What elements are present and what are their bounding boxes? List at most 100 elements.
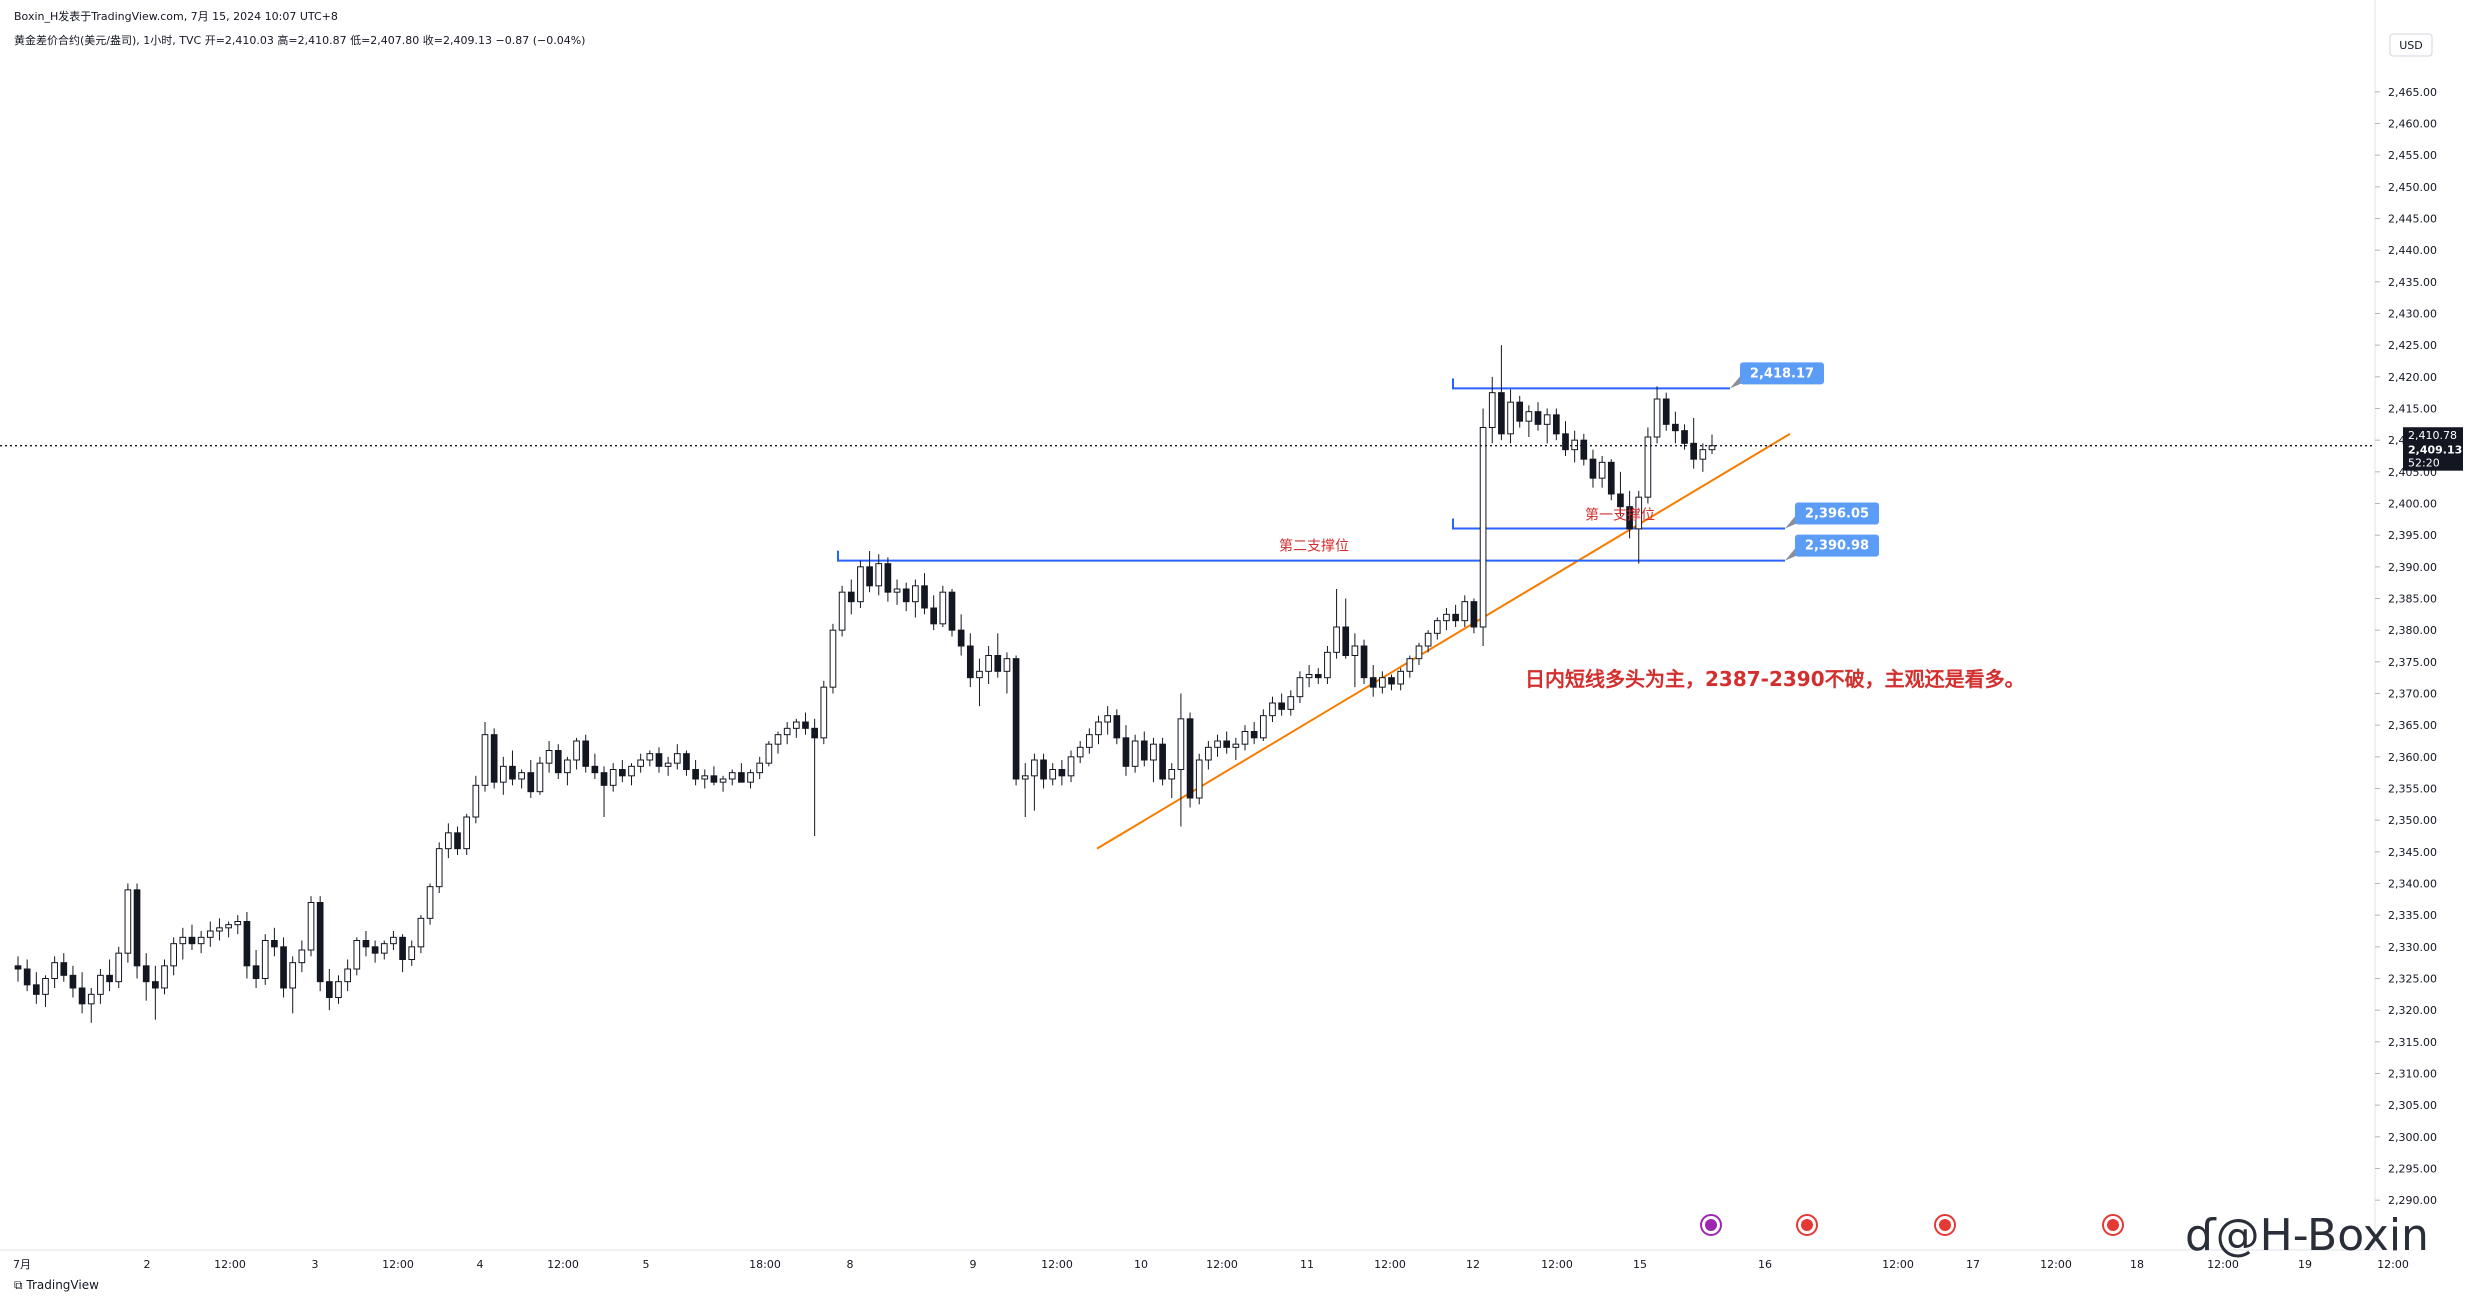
candle <box>280 937 287 998</box>
candle-body <box>902 588 910 603</box>
candle <box>518 769 525 789</box>
event-icon-core <box>1705 1219 1717 1231</box>
candle-body <box>23 968 31 986</box>
watermark-text: @H-Boxin <box>2215 1210 2429 1261</box>
candle-body <box>371 946 379 954</box>
price-tick-label: 2,300.00 <box>2388 1131 2437 1144</box>
candle <box>683 750 690 776</box>
us-flag-event-icon[interactable] <box>1934 1214 1956 1236</box>
candle <box>152 965 159 1020</box>
us-flag-event-icon[interactable] <box>2102 1214 2124 1236</box>
time-tick-label: 12:00 <box>1541 1258 1573 1271</box>
candle-body <box>536 762 544 793</box>
candle <box>957 614 965 656</box>
candle-body <box>1681 430 1688 444</box>
candle <box>197 931 205 954</box>
time-tick-label: 11 <box>1300 1258 1314 1271</box>
candle-body <box>1333 626 1340 653</box>
candle <box>161 959 168 995</box>
candle <box>884 557 892 602</box>
candle-body <box>1351 645 1359 656</box>
candle-body <box>664 762 672 767</box>
candle <box>994 633 1002 678</box>
candle-body <box>838 591 846 631</box>
candle <box>362 931 370 957</box>
candle <box>600 766 608 817</box>
candle-body <box>1662 398 1670 425</box>
tradingview-logo[interactable]: ⧉ TradingView <box>14 1278 99 1293</box>
candle-body <box>1443 613 1450 622</box>
candle-body <box>930 607 938 625</box>
candle <box>756 756 764 779</box>
candle-body <box>1040 759 1047 780</box>
price-tick-label: 2,345.00 <box>2388 846 2437 859</box>
candle-body <box>1214 740 1221 748</box>
candle-body <box>463 816 471 850</box>
candle <box>628 763 635 786</box>
candle <box>1095 715 1102 745</box>
time-tick-label: 12:00 <box>1374 1258 1406 1271</box>
price-axis[interactable]: USD 2,465.00 2,460.00 2,455.00 2,450.00 2,445… <box>2374 0 2463 1250</box>
candle <box>1278 693 1285 716</box>
candle <box>1021 763 1029 817</box>
price-tick-label: 2,330.00 <box>2388 941 2437 954</box>
price-tick-label: 2,400.00 <box>2388 498 2437 511</box>
candle <box>1287 690 1295 716</box>
candle-body <box>1571 439 1578 451</box>
candle <box>490 728 498 789</box>
candle <box>866 551 873 593</box>
time-axis[interactable]: 7月 2 12:00 3 12:00 4 12:00 5 18:00 8 9 12:00 10 12:00… <box>0 1214 2409 1271</box>
candle-body <box>792 721 800 729</box>
lightning-event-icon[interactable] <box>1700 1214 1722 1236</box>
candle <box>921 573 928 615</box>
candle <box>1296 671 1304 703</box>
candle <box>1507 389 1514 444</box>
price-tick-label: 2,415.00 <box>2388 403 2437 416</box>
candle <box>133 883 141 979</box>
countdown-label: 52:20 <box>2408 457 2440 470</box>
candle <box>499 756 507 795</box>
candle-body <box>1223 740 1231 748</box>
candle <box>783 722 791 745</box>
time-tick-label: 12:00 <box>1041 1258 1073 1271</box>
candle <box>1379 671 1386 694</box>
candle <box>573 737 580 770</box>
candle <box>1086 728 1093 754</box>
candle-body <box>912 585 919 603</box>
time-tick-label: 8 <box>847 1258 854 1271</box>
current-price-label: 2,409.13 <box>2408 444 2462 457</box>
candle-body <box>1516 401 1524 422</box>
candle-body <box>985 655 992 672</box>
candle-body <box>765 743 773 764</box>
candle <box>463 813 471 855</box>
candle-body <box>1095 721 1102 736</box>
candle-body <box>115 952 123 983</box>
candle-body <box>380 943 388 954</box>
candle-body <box>490 734 498 783</box>
event-icon-core <box>1939 1219 1951 1231</box>
us-flag-event-icon[interactable] <box>1796 1214 1818 1236</box>
candle-body <box>51 962 58 980</box>
candle-body <box>78 987 86 1005</box>
candle-body <box>69 974 77 989</box>
price-tick-label: 2,455.00 <box>2388 149 2437 162</box>
price-tick-label: 2,370.00 <box>2388 688 2437 701</box>
candle <box>1195 753 1203 805</box>
candle <box>1003 652 1011 694</box>
candle <box>1314 668 1322 684</box>
currency-label: USD <box>2399 39 2423 52</box>
candle-body <box>408 946 416 960</box>
candle <box>1424 630 1432 653</box>
candle <box>893 579 901 605</box>
candle-body <box>216 927 223 932</box>
candle-body <box>445 832 452 850</box>
candle-body <box>948 591 956 631</box>
candle-body <box>344 968 351 983</box>
candle <box>1681 424 1688 450</box>
candle <box>582 734 590 773</box>
candle <box>316 896 324 992</box>
candle-body <box>756 762 764 774</box>
price-tick-label: 2,310.00 <box>2388 1068 2437 1081</box>
candle <box>912 579 919 618</box>
